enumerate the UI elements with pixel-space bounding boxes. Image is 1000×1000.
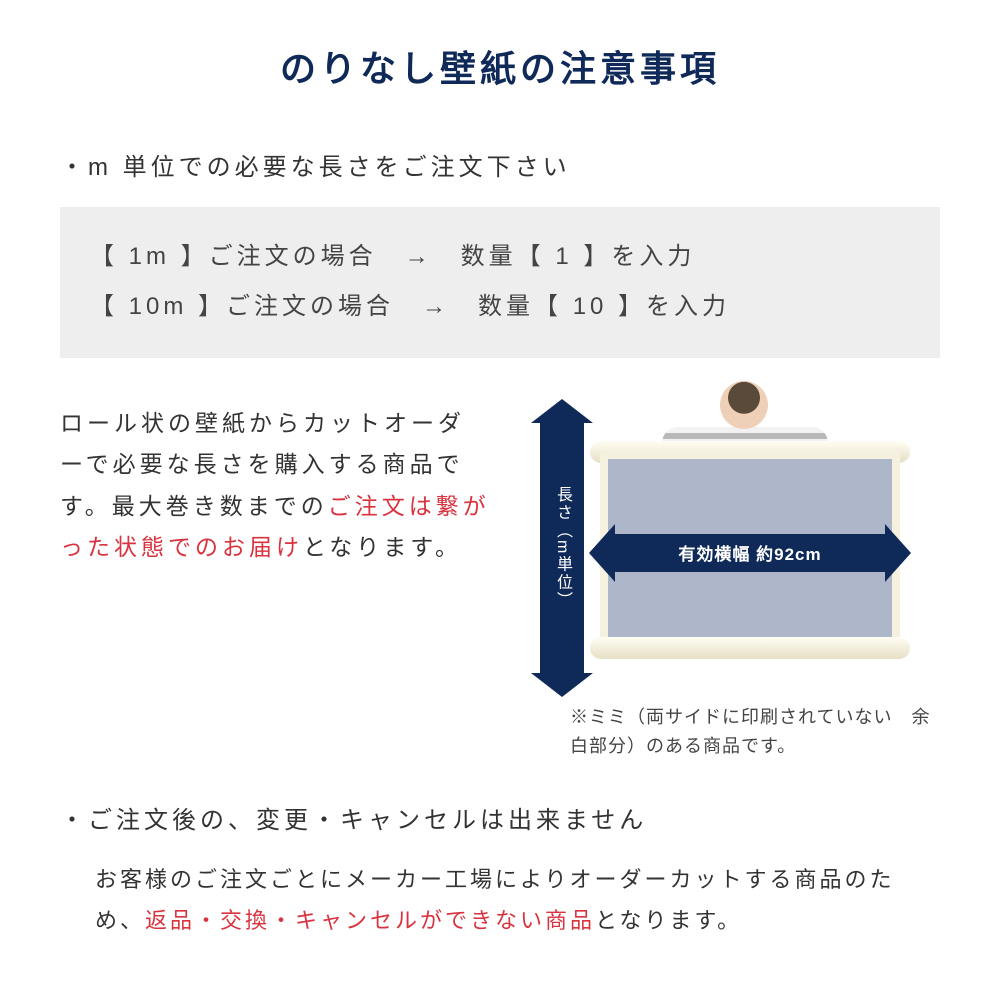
order-example-10m: 【 10m 】ご注文の場合 → 数量【 10 】を入力 <box>90 282 910 332</box>
section-order-heading: ・m 単位での必要な長さをご注文下さい <box>60 147 940 182</box>
diagram-column: 長さ（m単位） 有効横幅 約92cm ※ミミ（両サイドに印刷されていない 余白部… <box>500 403 940 761</box>
cancel-body-emphasis: 返品・交換・キャンセルができない商品 <box>145 908 595 933</box>
length-arrow-label: 長さ（m単位） <box>550 486 574 609</box>
order-example-1m: 【 1m 】ご注文の場合 → 数量【 1 】を入力 <box>90 232 910 282</box>
description-row: ロール状の壁紙からカットオーダーで必要な長さを購入する商品です。最大巻き数までの… <box>60 403 940 761</box>
page-title: のりなし壁紙の注意事項 <box>60 40 940 92</box>
roll-bottom-icon <box>590 637 910 659</box>
person-head-icon <box>720 381 768 429</box>
width-arrow-label: 有効横幅 約92cm <box>678 540 821 565</box>
mimi-note: ※ミミ（両サイドに印刷されていない 余白部分）のある商品です。 <box>500 703 940 761</box>
length-arrow-icon: 長さ（m単位） <box>540 423 584 673</box>
wallpaper-diagram: 長さ（m単位） 有効横幅 約92cm <box>510 403 940 693</box>
width-arrow-icon: 有効横幅 約92cm <box>615 533 885 573</box>
section-cancel-heading: ・ご注文後の、変更・キャンセルは出来ません <box>60 800 940 835</box>
cancel-body: お客様のご注文ごとにメーカー工場によりオーダーカットする商品のため、返品・交換・… <box>60 860 940 941</box>
section-cancel: ・ご注文後の、変更・キャンセルは出来ません お客様のご注文ごとにメーカー工場によ… <box>60 800 940 941</box>
order-example-box: 【 1m 】ご注文の場合 → 数量【 1 】を入力 【 10m 】ご注文の場合 … <box>60 207 940 358</box>
cut-order-description: ロール状の壁紙からカットオーダーで必要な長さを購入する商品です。最大巻き数までの… <box>60 403 490 569</box>
cut-order-tail: となります。 <box>303 534 462 560</box>
cancel-body-tail: となります。 <box>595 908 742 933</box>
